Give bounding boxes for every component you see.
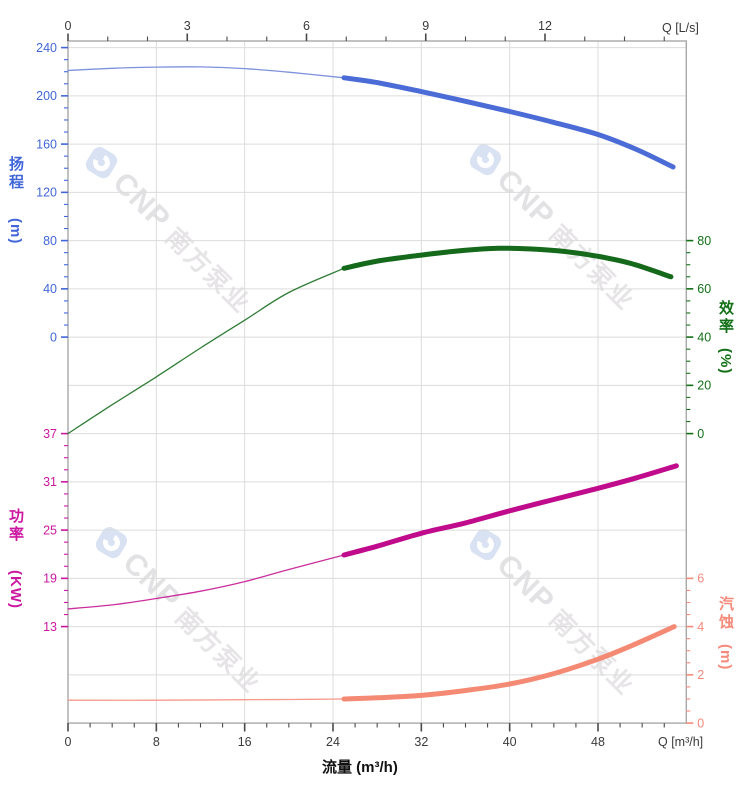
efficiency-axis: 80 60 40 20 0 [686,234,711,441]
svg-text:3: 3 [184,19,191,33]
svg-text:24: 24 [326,735,340,749]
svg-text:25: 25 [43,523,57,537]
npsh-curve-duty [341,624,677,702]
svg-text:80: 80 [697,234,711,248]
svg-text:37: 37 [43,427,57,441]
svg-text:60: 60 [697,282,711,296]
svg-text:19: 19 [43,572,57,586]
svg-text:240: 240 [36,41,57,55]
plot-frame [67,40,687,724]
bottom-axis-unit: Q [m³/h] [658,735,704,749]
svg-text:200: 200 [36,89,57,103]
power-curve-thin [67,554,345,610]
top-axis: 0 3 6 9 12 [65,19,665,41]
npsh-axis-title: 汽蚀(m) [717,596,734,671]
svg-text:31: 31 [43,475,57,489]
svg-text:120: 120 [36,186,57,200]
flow-axis-title: 流量 (m³/h) [322,759,398,776]
svg-text:0: 0 [697,427,704,441]
power-axis-title: 功率(KW) [7,508,24,609]
efficiency-axis-title: 效率(%) [717,300,734,375]
svg-text:16: 16 [238,735,252,749]
svg-text:4: 4 [697,620,704,634]
svg-text:0: 0 [65,19,72,33]
svg-text:9: 9 [422,19,429,33]
head-axis: 240 200 160 120 80 40 0 [36,41,68,344]
svg-text:13: 13 [43,620,57,634]
svg-text:6: 6 [697,572,704,586]
svg-text:0: 0 [50,330,57,344]
power-curve-duty [341,463,679,558]
head-curve-thin [67,66,345,79]
svg-text:20: 20 [697,379,711,393]
svg-text:160: 160 [36,137,57,151]
svg-text:40: 40 [503,735,517,749]
grid [68,41,687,724]
efficiency-curve-duty [341,245,674,280]
svg-text:8: 8 [153,735,160,749]
svg-text:2: 2 [697,668,704,682]
svg-text:12: 12 [538,19,552,33]
svg-text:0: 0 [65,735,72,749]
top-axis-unit: Q [L/s] [662,21,699,35]
efficiency-curve-thin [67,267,345,435]
svg-text:6: 6 [303,19,310,33]
svg-text:80: 80 [43,234,57,248]
head-axis-title: 扬程(m) [7,156,24,245]
svg-text:40: 40 [697,330,711,344]
npsh-curve-thin [67,698,345,701]
npsh-axis: 6 4 2 0 [686,572,704,730]
power-axis: 37 31 25 19 13 [43,427,68,634]
head-curve-duty [341,75,676,170]
svg-text:48: 48 [591,735,605,749]
svg-text:0: 0 [697,716,704,730]
bottom-axis: 0 8 16 24 32 40 48 [65,723,665,749]
svg-text:32: 32 [414,735,428,749]
svg-text:40: 40 [43,282,57,296]
